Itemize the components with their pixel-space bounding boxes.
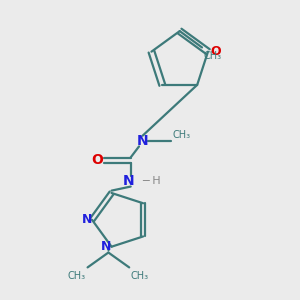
Text: O: O: [92, 153, 103, 167]
Text: CH₃: CH₃: [68, 271, 86, 281]
Text: N: N: [122, 174, 134, 188]
Text: CH₃: CH₃: [203, 51, 221, 61]
Text: O: O: [210, 45, 221, 58]
Text: CH₃: CH₃: [172, 130, 190, 140]
Text: N: N: [82, 213, 92, 226]
Text: N: N: [137, 134, 148, 148]
Text: N: N: [101, 240, 111, 253]
Text: ─ H: ─ H: [142, 176, 161, 186]
Text: CH₃: CH₃: [131, 271, 149, 281]
